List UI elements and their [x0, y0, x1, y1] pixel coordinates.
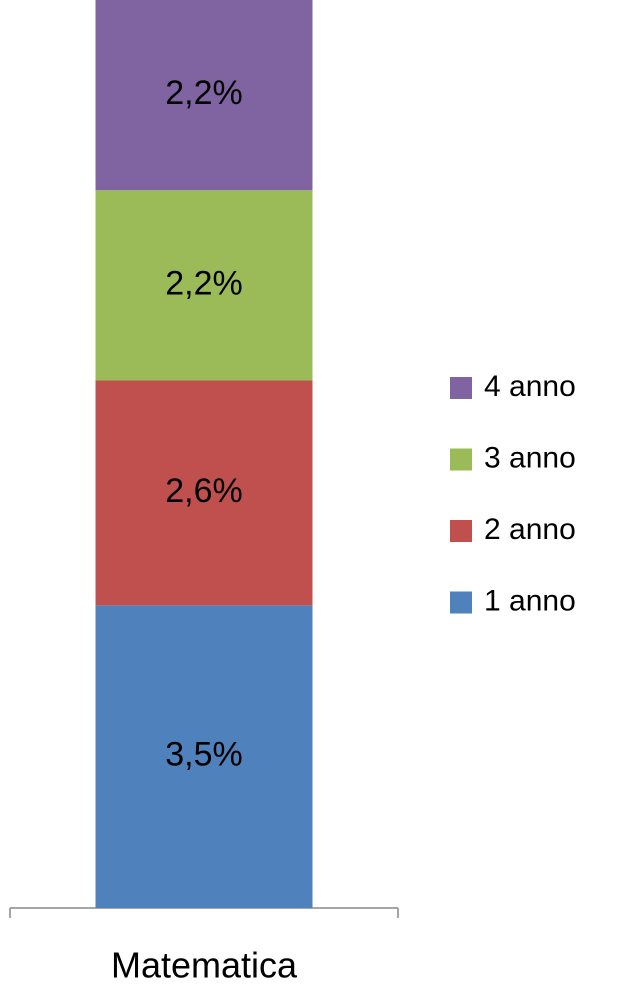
legend-swatch [450, 448, 472, 471]
bar-segment [95, 605, 313, 908]
bar-segment [95, 0, 313, 191]
data-label: 2,2% [165, 264, 243, 302]
legend-swatch [450, 377, 472, 399]
bar-segment [95, 380, 313, 606]
legend-swatch [450, 591, 472, 614]
x-tick-label: Matematica [111, 945, 298, 986]
legend-label: 3 anno [484, 441, 576, 474]
legend-swatch [450, 520, 472, 542]
legend-label: 4 anno [484, 370, 576, 403]
legend-label: 2 anno [484, 513, 576, 546]
data-label: 2,6% [165, 472, 243, 510]
legend-label: 1 anno [484, 584, 576, 617]
data-label: 2,2% [165, 74, 243, 112]
data-label: 3,5% [165, 736, 243, 774]
bar-segment [95, 190, 313, 381]
